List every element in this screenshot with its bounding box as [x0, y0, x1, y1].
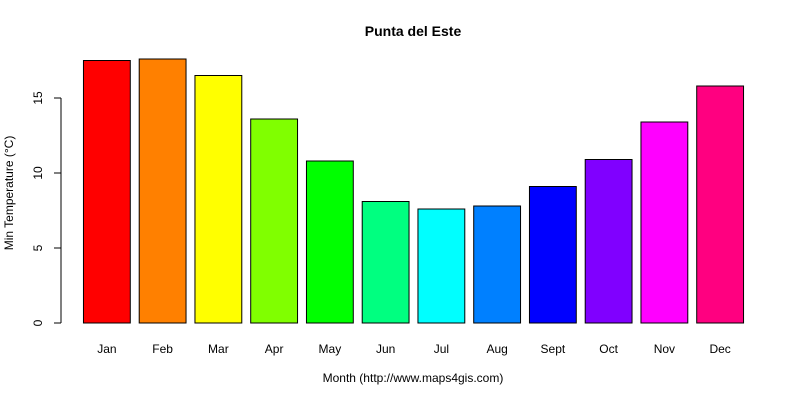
bar-nov	[640, 121, 689, 324]
x-tick-label-apr: Apr	[265, 342, 284, 356]
x-tick-label-sept: Sept	[541, 342, 566, 356]
x-tick-label-nov: Nov	[654, 342, 675, 356]
x-tick-label-mar: Mar	[208, 342, 229, 356]
bar-oct	[584, 159, 633, 324]
y-axis-label: Min Temperature (°C)	[2, 136, 16, 251]
bar-jan	[82, 60, 131, 324]
x-tick-label-jan: Jan	[97, 342, 116, 356]
x-tick-label-dec: Dec	[709, 342, 730, 356]
bar-apr	[250, 118, 299, 324]
y-tick-label-0: 0	[31, 319, 45, 326]
x-axis-label: Month (http://www.maps4gis.com)	[323, 371, 504, 385]
x-tick-label-feb: Feb	[152, 342, 173, 356]
bar-dec	[696, 85, 745, 324]
bars-group	[82, 58, 745, 324]
x-axis-labels: Jan Feb Mar Apr May Jun Jul Aug Sept Oct Nov Dec	[97, 342, 731, 356]
chart-title: Punta del Este	[365, 23, 462, 39]
bar-aug	[473, 205, 522, 324]
y-axis: 0 5 10 15	[31, 91, 62, 326]
x-tick-label-jul: Jul	[434, 342, 449, 356]
bar-jul	[417, 208, 466, 324]
x-tick-label-aug: Aug	[486, 342, 507, 356]
y-tick-label-5: 5	[31, 244, 45, 251]
x-tick-label-jun: Jun	[376, 342, 395, 356]
bar-jun	[361, 201, 410, 324]
bar-mar	[194, 75, 243, 324]
bar-may	[305, 160, 354, 324]
bar-sept	[528, 186, 577, 324]
y-tick-label-15: 15	[31, 91, 45, 105]
bar-feb	[138, 58, 187, 324]
y-tick-label-10: 10	[31, 166, 45, 180]
x-tick-label-may: May	[319, 342, 342, 356]
x-tick-label-oct: Oct	[599, 342, 618, 356]
